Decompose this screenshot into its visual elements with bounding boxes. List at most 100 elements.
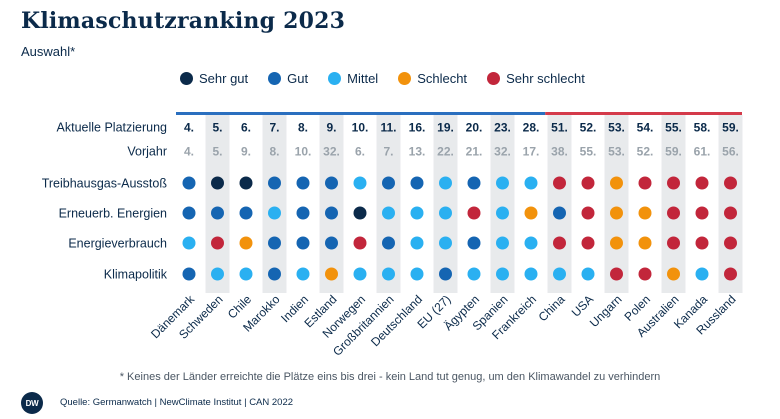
rating-dot [496,267,509,281]
rating-dot [268,176,281,190]
rating-dot [610,206,623,220]
rating-dot [553,236,566,250]
rating-dot [524,176,538,190]
rating-dot [410,176,424,190]
rating-dot [667,267,680,281]
column-stripe [376,115,401,293]
rating-dot [581,206,595,220]
rating-dot [638,267,652,281]
rating-dot [695,176,709,190]
rating-dot [439,206,452,220]
current-rank-label: 52. [580,121,597,135]
current-rank-label: 5. [212,121,222,135]
rating-dot [467,236,481,250]
rating-dot [353,206,367,220]
legend-dot-icon [328,71,342,85]
rating-dot [524,267,538,281]
legend-dot-icon [487,71,501,85]
legend-label: Sehr schlecht [506,70,585,86]
rating-dot [296,267,310,281]
rating-dot [524,206,538,220]
column-stripe [718,115,743,293]
rating-dot [724,236,737,250]
current-rank-label: 11. [380,121,396,135]
rating-dot [268,206,281,220]
rating-dot [325,206,338,220]
previous-rank-label: 32. [323,145,340,159]
legend-item: Mittel [328,71,378,86]
column-stripe [490,115,515,293]
rating-dot [382,206,395,220]
rating-dot [353,176,367,190]
rating-dot [296,206,310,220]
rating-dot [467,267,481,281]
rating-dot [353,267,367,281]
column-stripe [205,115,230,293]
rating-dot [239,236,253,250]
rating-dot [581,267,595,281]
previous-rank-label: 8. [269,145,279,159]
previous-rank-label: 59. [665,145,682,159]
source-note: Quelle: Germanwatch | NewClimate Institu… [60,397,294,408]
previous-rank-label: 10. [295,145,312,159]
rating-dot [211,206,224,220]
previous-rank-label: 22. [437,145,454,159]
previous-rank-label: 6. [355,145,365,159]
current-rank-label: 8. [298,121,308,135]
row-label: Klimapolitik [104,268,168,282]
rating-dot [353,236,367,250]
previous-rank-label: 13. [409,145,426,159]
legend-label: Sehr gut [199,70,249,86]
rating-dot [610,267,623,281]
rating-dot [410,267,424,281]
chart-subtitle: Auswahl* [21,44,76,59]
rating-dot [496,236,509,250]
rating-dot [325,176,338,190]
current-rank-label: 59. [722,121,739,135]
legend-label: Gut [287,70,309,86]
rating-dot [239,267,253,281]
rating-dot [325,267,338,281]
legend-dot-icon [180,71,193,85]
column-stripe [661,115,686,293]
rating-dot [638,206,652,220]
legend-item: Schlecht [398,71,467,86]
rating-dot [667,176,680,190]
previous-rank-label: 9. [241,145,251,159]
current-rank-label: 9. [326,121,336,135]
rating-dot [211,176,224,190]
current-rank-label: 19. [437,121,454,135]
previous-rank-label: 55. [580,145,597,159]
previous-rank-label: 7. [383,145,393,159]
rating-dot [695,236,709,250]
dw-logo: DW [21,392,43,414]
rating-dot [724,206,737,220]
rating-dot [182,176,196,190]
current-rank-label: 23. [494,121,511,135]
rating-dot [581,176,595,190]
row-label: Vorjahr [127,145,167,159]
legend-item: Gut [268,71,308,86]
rating-dot [695,267,709,281]
rating-dot [211,236,224,250]
column-stripe [319,115,344,293]
rating-dot [182,236,196,250]
rating-dot [467,176,481,190]
rating-dot [268,236,281,250]
rating-dot [382,267,395,281]
rating-dot [239,206,253,220]
rating-dot [439,267,452,281]
previous-rank-label: 61. [694,145,711,159]
current-rank-label: 54. [637,121,654,135]
previous-rank-label: 4. [184,145,194,159]
column-stripe [433,115,458,293]
row-label: Erneuerb. Energien [59,207,167,221]
rating-dot [553,267,566,281]
rating-dot [410,236,424,250]
previous-rank-label: 32. [494,145,511,159]
previous-rank-label: 56. [722,145,739,159]
rating-dot [695,206,709,220]
legend: Sehr gut Gut Mittel Schlecht Sehr schlecht [180,69,585,87]
legend-label: Schlecht [417,70,468,86]
